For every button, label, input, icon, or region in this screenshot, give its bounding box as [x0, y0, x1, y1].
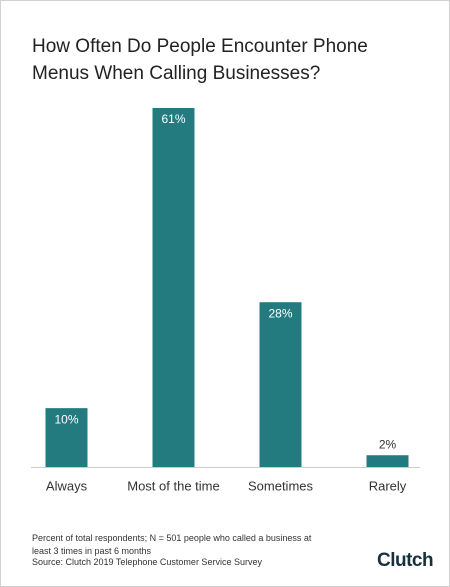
bar — [259, 302, 302, 467]
value-label: 28% — [268, 306, 292, 320]
logo: Clutch — [377, 550, 434, 571]
value-label: 2% — [379, 437, 397, 451]
footnote: Percent of total respondents; N = 501 pe… — [32, 533, 312, 556]
bar — [366, 455, 409, 467]
value-label: 61% — [161, 112, 185, 126]
x-tick-label: Always — [46, 478, 88, 493]
source: Source: Clutch 2019 Telephone Customer S… — [32, 557, 262, 567]
x-tick-label: Rarely — [369, 478, 407, 493]
value-label: 10% — [54, 412, 78, 426]
bar — [45, 408, 88, 467]
x-tick-label: Sometimes — [248, 478, 314, 493]
bar — [152, 108, 195, 467]
chart-title: How Often Do People Encounter Phone Menu… — [32, 36, 368, 84]
x-tick-label: Most of the time — [127, 478, 219, 493]
